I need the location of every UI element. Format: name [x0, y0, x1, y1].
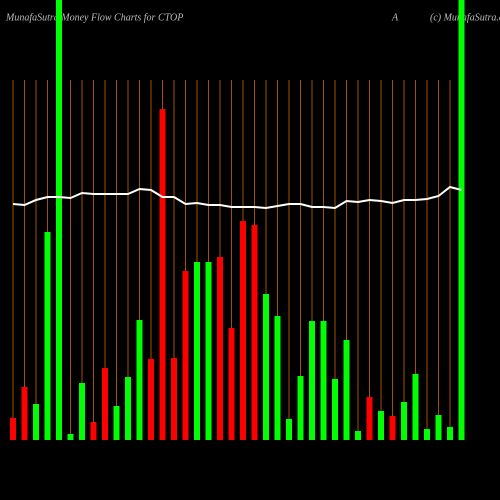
price-line: [12, 185, 462, 210]
bar: [113, 406, 120, 440]
bar: [343, 340, 350, 440]
copyright: (c) MunafaSutra.com: [430, 12, 500, 23]
bar: [67, 434, 74, 440]
bar: [136, 320, 143, 440]
bar: [389, 416, 396, 440]
bar: [355, 431, 361, 440]
bar: [435, 415, 442, 440]
bar: [447, 427, 453, 440]
bar: [366, 397, 373, 440]
bar: [205, 262, 212, 440]
bar: [171, 358, 177, 440]
bar: [148, 359, 154, 440]
bar: [412, 374, 419, 440]
bar: [102, 368, 108, 440]
bar: [79, 383, 85, 440]
bar: [251, 225, 258, 440]
bar: [21, 387, 28, 440]
bar: [424, 429, 430, 440]
bar: [309, 321, 315, 440]
bar: [125, 377, 131, 440]
bar: [44, 232, 51, 440]
bar: [378, 411, 384, 440]
bar: [263, 294, 269, 440]
bar: [297, 376, 304, 440]
bar: [240, 221, 246, 440]
bar: [286, 419, 292, 440]
bar: [10, 418, 16, 440]
bar: [458, 0, 465, 440]
bar: [401, 402, 407, 440]
chart-title: MunafaSutra Money Flow Charts for CTOP: [5, 12, 183, 23]
bar: [332, 379, 338, 440]
bar: [228, 328, 235, 440]
bar: [33, 404, 39, 440]
bar: [217, 257, 223, 440]
bar: [159, 109, 166, 440]
bar: [90, 422, 97, 440]
bar: [320, 321, 327, 440]
chart-subtitle: A: [391, 12, 399, 23]
bar: [194, 262, 200, 440]
bar: [182, 271, 189, 440]
bar: [56, 0, 62, 440]
bar: [274, 316, 281, 440]
